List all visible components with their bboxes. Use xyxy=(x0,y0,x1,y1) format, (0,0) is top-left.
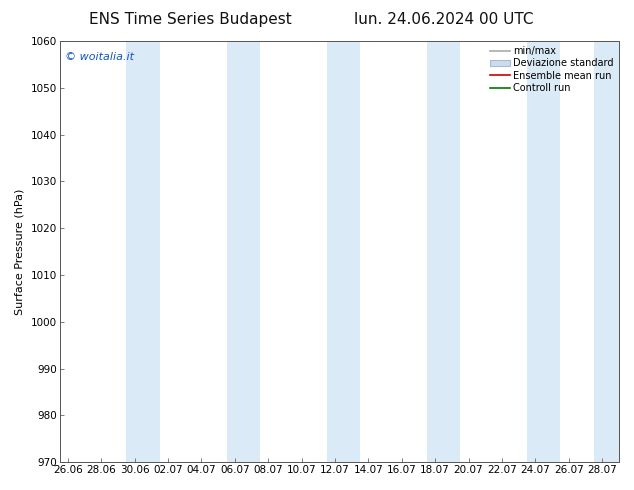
Bar xyxy=(427,41,460,462)
Bar xyxy=(126,41,160,462)
Text: lun. 24.06.2024 00 UTC: lun. 24.06.2024 00 UTC xyxy=(354,12,534,27)
Legend: min/max, Deviazione standard, Ensemble mean run, Controll run: min/max, Deviazione standard, Ensemble m… xyxy=(488,44,616,95)
Bar xyxy=(594,41,634,462)
Bar xyxy=(226,41,260,462)
Text: © woitalia.it: © woitalia.it xyxy=(65,51,134,62)
Bar xyxy=(527,41,560,462)
Text: ENS Time Series Budapest: ENS Time Series Budapest xyxy=(89,12,292,27)
Bar xyxy=(327,41,360,462)
Y-axis label: Surface Pressure (hPa): Surface Pressure (hPa) xyxy=(15,189,25,315)
